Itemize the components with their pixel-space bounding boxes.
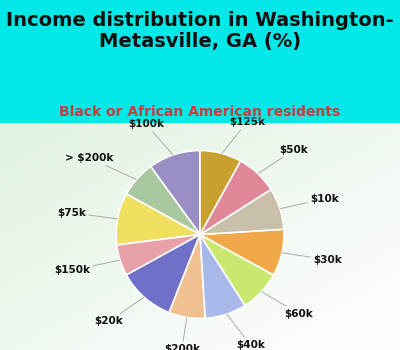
Text: $125k: $125k [222,117,265,153]
Wedge shape [169,234,205,318]
Wedge shape [200,229,284,275]
Text: $60k: $60k [262,292,313,319]
Text: $50k: $50k [258,145,308,174]
Text: $150k: $150k [54,260,120,275]
Wedge shape [126,234,200,313]
Text: $20k: $20k [94,297,144,327]
Text: > $200k: > $200k [65,153,136,180]
Text: Black or African American residents: Black or African American residents [60,105,340,119]
Wedge shape [117,234,200,275]
Text: $40k: $40k [227,314,265,350]
Text: $100k: $100k [128,119,173,155]
Wedge shape [151,150,200,234]
Text: Income distribution in Washington-
Metasville, GA (%): Income distribution in Washington- Metas… [6,10,394,51]
Wedge shape [126,167,200,234]
Text: $200k: $200k [164,318,200,350]
Wedge shape [200,150,240,234]
Wedge shape [200,189,284,235]
Text: $75k: $75k [57,208,117,219]
Text: City-Data.com: City-Data.com [246,113,310,122]
Text: $30k: $30k [282,253,342,265]
Wedge shape [200,161,271,234]
Wedge shape [200,234,274,306]
Text: $10k: $10k [280,194,339,209]
Wedge shape [116,194,200,245]
Wedge shape [200,234,245,318]
